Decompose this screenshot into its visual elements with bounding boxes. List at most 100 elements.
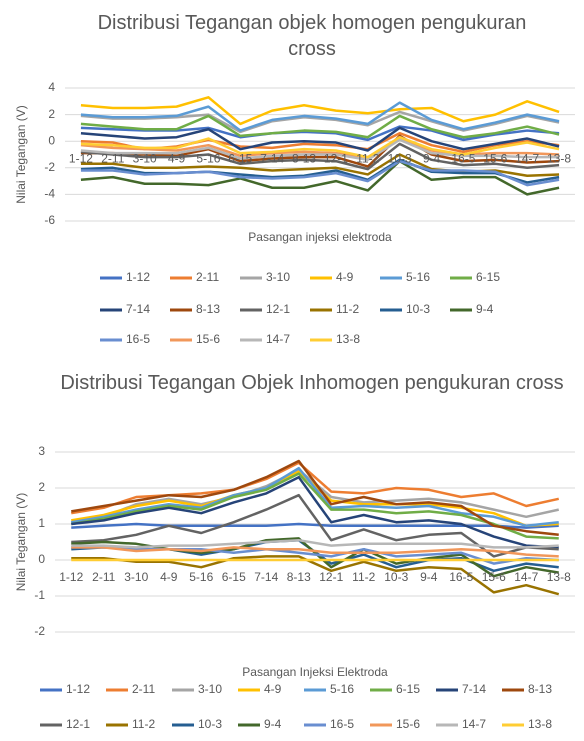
series-line: [80, 134, 560, 168]
y-tick-label: 2: [48, 107, 55, 121]
x-tick-label: 9-4: [423, 151, 441, 165]
x-tick-label: 6-15: [228, 151, 252, 165]
legend-label: 6-15: [396, 682, 420, 696]
series-line: [80, 114, 560, 139]
x-tick-label: 1-12: [69, 151, 93, 165]
y-tick-label: 1: [38, 516, 45, 530]
legend-label: 4-9: [264, 682, 282, 696]
series-line: [80, 126, 560, 152]
series-line: [80, 110, 560, 134]
legend-label: 8-13: [528, 682, 552, 696]
legend-label: 7-14: [126, 302, 150, 316]
x-tick-label: 12-1: [324, 151, 348, 165]
series-line: [71, 538, 559, 549]
series-line: [80, 137, 560, 159]
legend-label: 12-1: [66, 717, 90, 731]
x-tick-label: 4-9: [160, 570, 178, 584]
legend-label: 14-7: [266, 332, 290, 346]
x-tick-label: 5-16: [189, 570, 213, 584]
y-tick-label: 3: [38, 444, 45, 458]
series-line: [80, 96, 560, 126]
x-tick-label: 7-14: [254, 570, 278, 584]
x-tick-label: 13-8: [547, 151, 571, 165]
legend-label: 13-8: [336, 332, 360, 346]
x-tick-label: 13-8: [547, 570, 571, 584]
legend-label: 8-13: [196, 302, 220, 316]
legend-label: 15-6: [196, 332, 220, 346]
y-tick-label: 4: [48, 80, 55, 94]
legend-label: 2-11: [196, 270, 219, 284]
y-axis-title: Nilai Tegangan (V): [14, 493, 28, 592]
series-line: [80, 101, 560, 132]
x-tick-label: 15-6: [482, 570, 506, 584]
x-tick-label: 10-3: [384, 570, 408, 584]
y-tick-label: -6: [44, 213, 55, 227]
chart-title: Distribusi Tegangan objek homogen penguk…: [97, 12, 527, 60]
legend-label: 10-3: [198, 717, 222, 731]
x-tick-label: 3-10: [124, 570, 148, 584]
series-line: [80, 125, 560, 142]
legend-label: 3-10: [198, 682, 222, 696]
legend-label: 1-12: [66, 682, 90, 696]
x-tick-label: 1-12: [59, 570, 83, 584]
x-tick-label: 5-16: [196, 151, 220, 165]
x-tick-label: 11-2: [352, 570, 375, 584]
x-tick-label: 11-2: [356, 151, 379, 165]
legend-label: 15-6: [396, 717, 420, 731]
x-tick-label: 3-10: [133, 151, 157, 165]
y-axis-title: Nilai Tegangan (V): [14, 105, 28, 204]
x-tick-label: 8-13: [287, 570, 311, 584]
legend-label: 11-2: [132, 717, 155, 731]
x-tick-label: 4-9: [168, 151, 186, 165]
x-tick-label: 16-5: [451, 151, 475, 165]
legend-label: 4-9: [336, 270, 354, 284]
legend-label: 9-4: [476, 302, 494, 316]
x-tick-label: 7-14: [260, 151, 284, 165]
x-tick-label: 14-7: [514, 570, 538, 584]
legend-label: 13-8: [528, 717, 552, 731]
x-tick-label: 2-11: [92, 570, 115, 584]
legend-label: 3-10: [266, 270, 290, 284]
legend-label: 1-12: [126, 270, 150, 284]
series-line: [71, 459, 559, 537]
series-line: [71, 546, 559, 558]
y-tick-label: 0: [38, 552, 45, 566]
legend-label: 5-16: [406, 270, 430, 284]
x-tick-label: 9-4: [420, 570, 438, 584]
y-tick-label: -2: [44, 160, 55, 174]
chart-title: Distribusi Tegangan Objek Inhomogen peng…: [60, 372, 564, 394]
legend-label: 16-5: [126, 332, 150, 346]
legend-label: 12-1: [266, 302, 290, 316]
series-line: [71, 461, 560, 515]
legend-label: 2-11: [132, 682, 155, 696]
legend-label: 14-7: [462, 717, 486, 731]
series-line: [71, 522, 559, 529]
legend-label: 11-2: [336, 302, 359, 316]
x-tick-label: 12-1: [319, 570, 343, 584]
legend-label: 7-14: [462, 682, 486, 696]
legend-label: 16-5: [330, 717, 354, 731]
x-tick-label: 15-6: [483, 151, 507, 165]
y-tick-label: -1: [34, 588, 45, 602]
y-tick-label: 2: [38, 480, 45, 494]
x-axis-title: Pasangan injeksi elektroda: [248, 230, 392, 244]
x-tick-label: 10-3: [388, 151, 412, 165]
x-tick-label: 6-15: [222, 570, 246, 584]
series-line: [71, 555, 560, 596]
x-tick-label: 8-13: [292, 151, 316, 165]
series-line: [80, 159, 560, 187]
series-line: [71, 475, 559, 549]
y-tick-label: -2: [34, 624, 45, 638]
x-tick-label: 2-11: [101, 151, 124, 165]
legend-label: 9-4: [264, 717, 282, 731]
series-line: [80, 138, 560, 162]
x-axis-title: Pasangan Injeksi Elektroda: [242, 665, 388, 679]
y-tick-label: -4: [44, 187, 55, 201]
x-tick-label: 14-7: [515, 151, 539, 165]
y-tick-label: 0: [48, 133, 55, 147]
x-tick-label: 16-5: [449, 570, 473, 584]
legend-label: 5-16: [330, 682, 354, 696]
series-line: [80, 135, 560, 159]
